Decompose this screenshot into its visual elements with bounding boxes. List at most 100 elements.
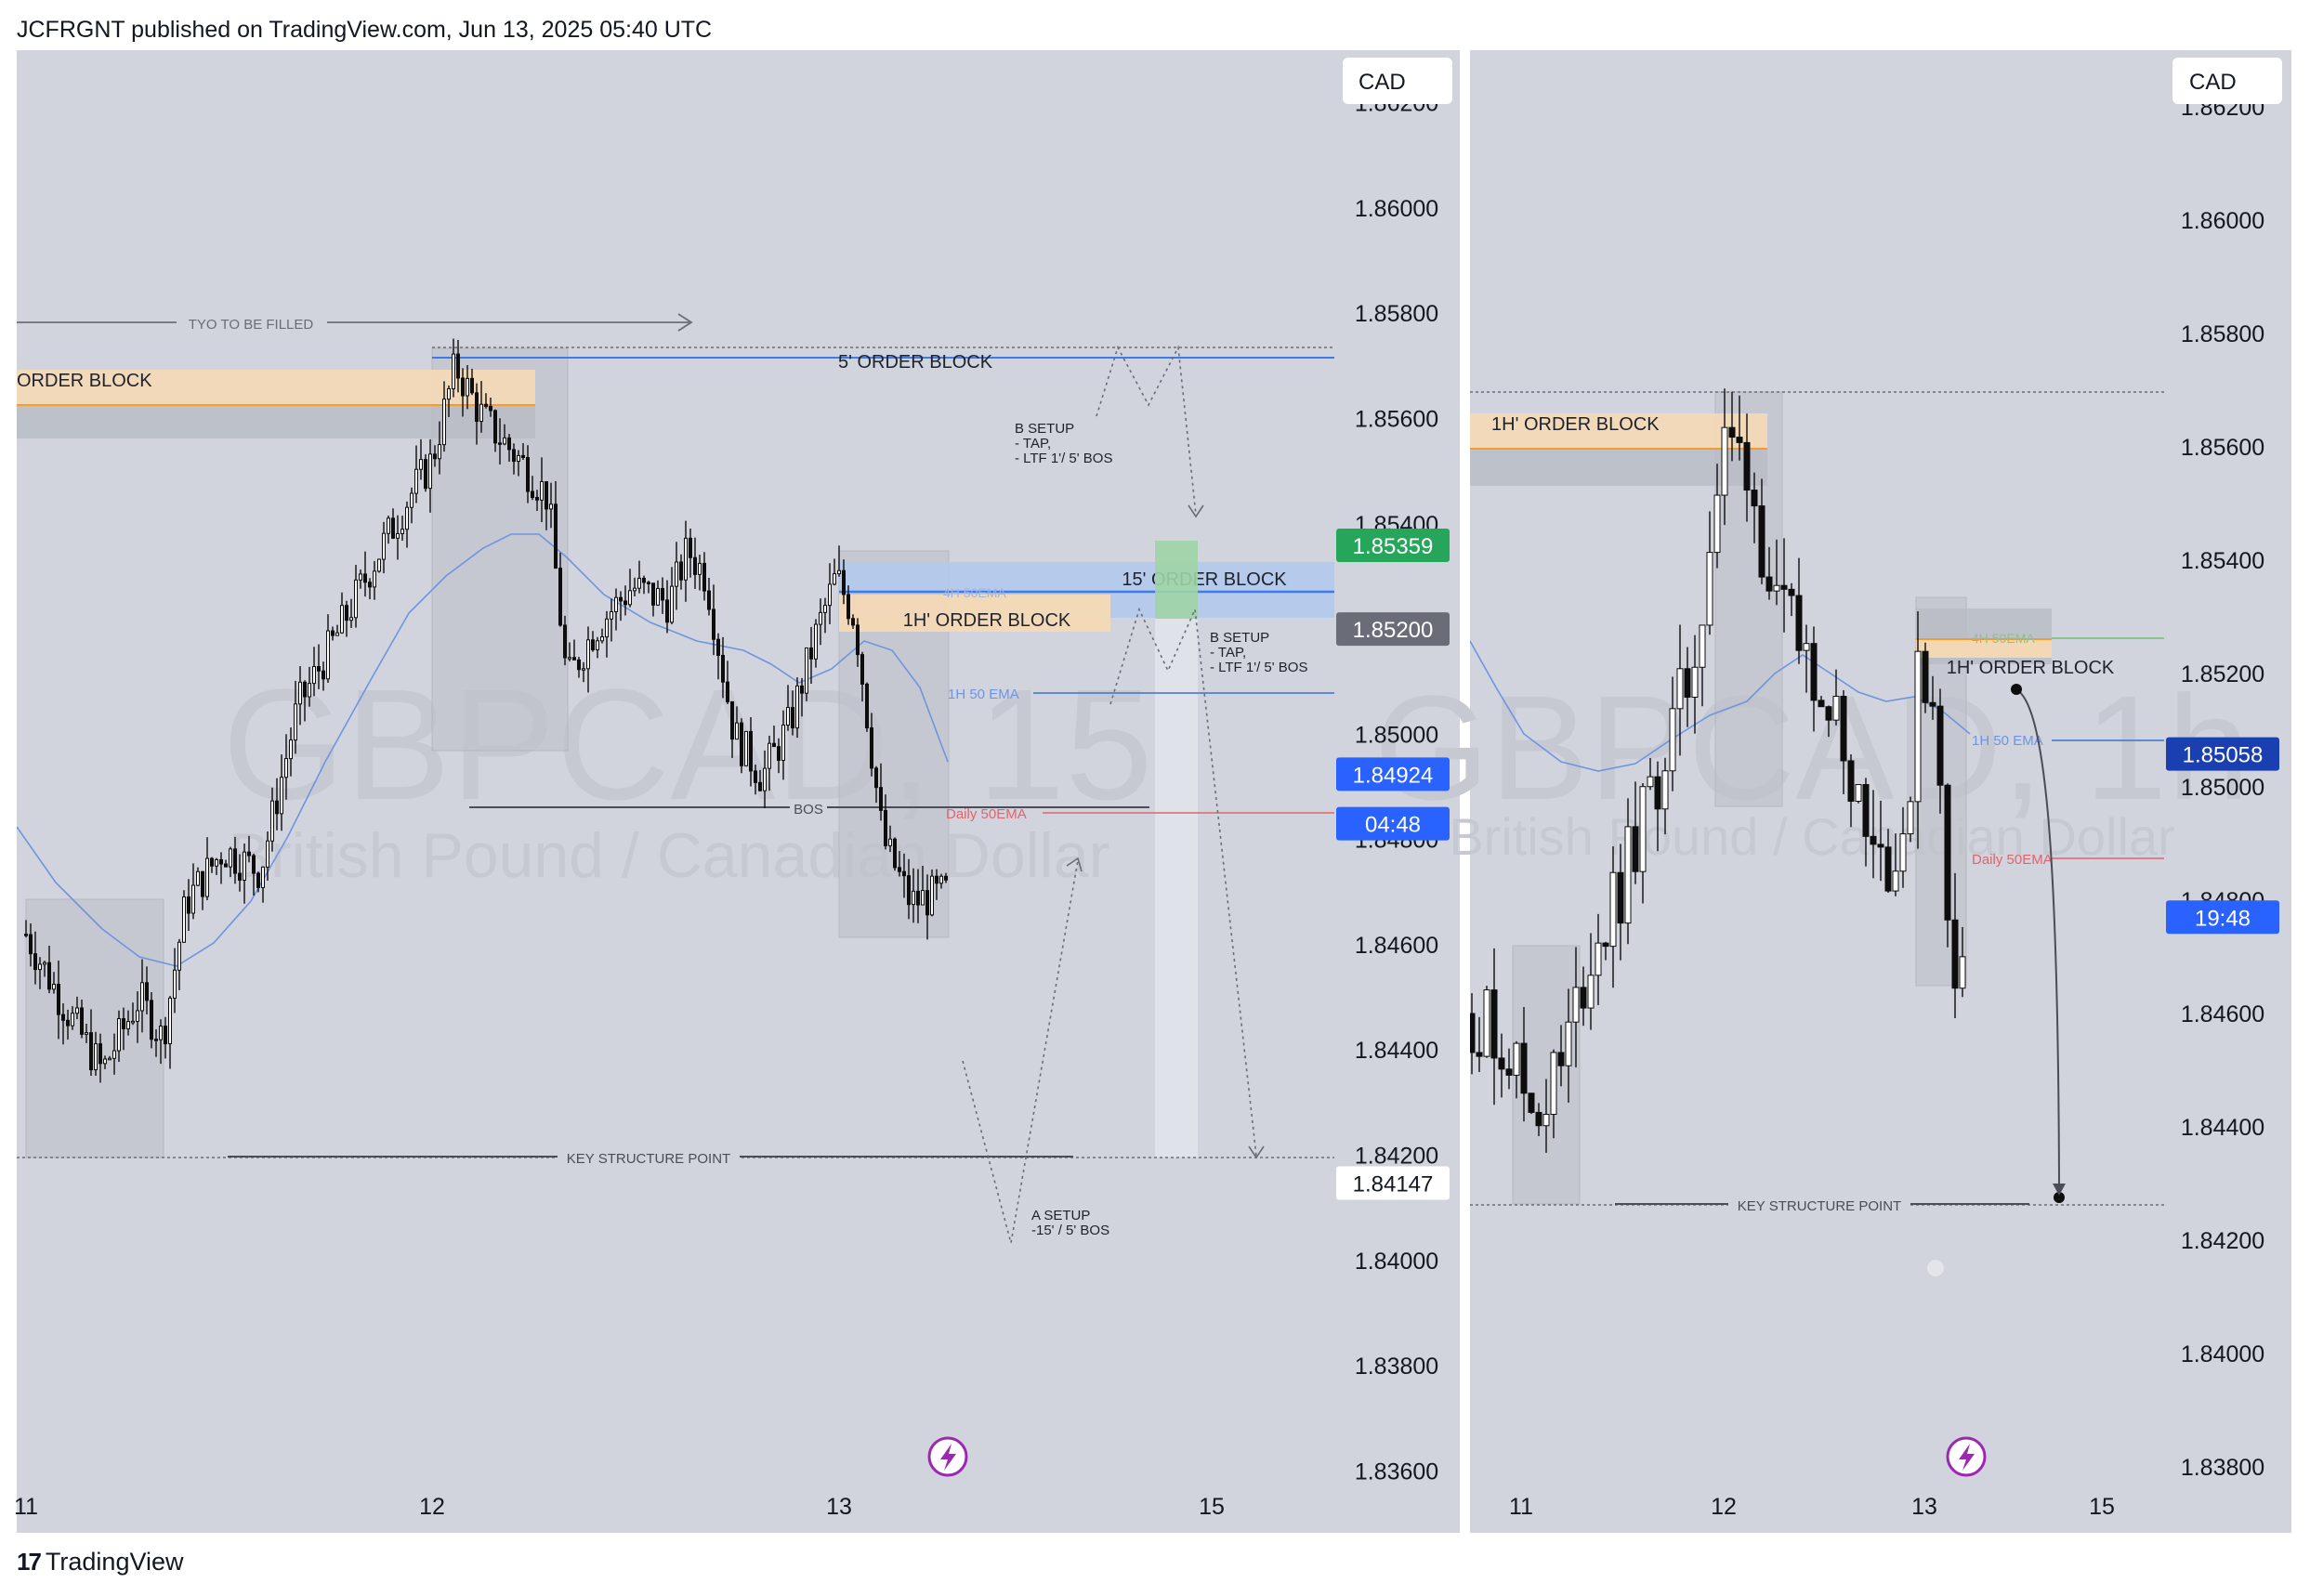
candle-body [1654, 776, 1661, 810]
pane-divider[interactable] [1460, 50, 1470, 1533]
candle-body [322, 670, 325, 680]
candle-body [837, 569, 841, 575]
candle-body [1483, 989, 1490, 1057]
order-block-left-gray[interactable] [17, 405, 535, 438]
price-badge-label: 1.85359 [1353, 534, 1434, 559]
candle-body [284, 758, 288, 778]
candle-body [554, 504, 558, 569]
green-entry-zone[interactable] [1155, 541, 1198, 619]
candle-body [447, 388, 451, 400]
right-time-axis[interactable]: 11 12 13 15 [1509, 1494, 2115, 1520]
right-order-block-orange-13[interactable] [1916, 639, 2052, 658]
key-structure-label: KEY STRUCTURE POINT [567, 1151, 730, 1167]
price-badge-bg [2166, 900, 2279, 935]
footer-brand[interactable]: TradingView [45, 1548, 184, 1576]
candle-body [131, 1020, 135, 1024]
candle-body [726, 681, 729, 702]
candle-body [614, 596, 618, 612]
one-hour-order-block-orange[interactable] [839, 595, 1110, 632]
candle-body [651, 582, 655, 606]
right-currency-button[interactable]: CAD [2189, 70, 2237, 95]
candle-body [294, 703, 297, 741]
left-1h-50-ema-curve [17, 533, 949, 967]
range-box-11[interactable] [25, 898, 164, 1158]
candle-body [1736, 437, 1743, 443]
left-currency-button[interactable]: CAD [1358, 70, 1406, 95]
candle-body [647, 582, 650, 584]
candle-body [359, 573, 362, 581]
b-setup-projection-upper[interactable] [1096, 345, 1197, 516]
candle-body [177, 941, 181, 971]
candle-body [521, 454, 525, 458]
time-tick-label: 15 [1199, 1494, 1225, 1520]
candle-body [847, 594, 850, 620]
four-hour-ema-label: 4H 50EMA [943, 585, 1006, 600]
candle-body [1743, 441, 1751, 491]
right-candles[interactable] [1469, 388, 1966, 1153]
candle-body [373, 570, 376, 588]
b-setup-projection-lower-arrow [1248, 1145, 1265, 1159]
one-hour-order-block-label: 1H' ORDER BLOCK [903, 610, 1071, 631]
candle-body [582, 668, 585, 671]
candle-body [633, 587, 637, 592]
candle-body [1855, 784, 1862, 802]
projection-column[interactable] [1155, 619, 1198, 1158]
candle-body [689, 537, 692, 558]
right-clock-icon[interactable] [1927, 1260, 1944, 1276]
price-tick-label: 1.85600 [2181, 435, 2264, 461]
candle-body [730, 700, 734, 740]
candle-body [661, 587, 664, 601]
tyo-arrow-head [677, 313, 693, 332]
candle-body [754, 770, 757, 783]
candle-body [670, 585, 674, 623]
candle-body [363, 573, 367, 583]
candle-body [1550, 1052, 1557, 1116]
right-currency-button-bg[interactable] [2172, 58, 2282, 104]
left-time-axis[interactable]: 11 12 13 15 [14, 1494, 1225, 1520]
candle-body [61, 1014, 65, 1021]
candle-body [52, 984, 56, 990]
candle-body [512, 449, 516, 463]
price-tick-label: 1.84400 [1355, 1038, 1438, 1064]
price-badge-bg [1336, 806, 1450, 841]
right-order-block-orange[interactable] [1470, 413, 1767, 449]
candle-body [935, 875, 938, 884]
right-watermark-description: British Pound / Canadian Dollar [1449, 807, 2174, 866]
price-tick-label: 1.85800 [2181, 321, 2264, 347]
candle-body [154, 1039, 158, 1041]
b-setup-projection-lower[interactable] [1109, 606, 1257, 1157]
tyo-label-bg [177, 313, 327, 332]
time-tick-label: 11 [14, 1494, 38, 1520]
candle-body [326, 630, 330, 680]
candle-body [117, 1018, 121, 1052]
candle-body [405, 506, 409, 530]
candle-body [308, 683, 311, 698]
right-projection-curve[interactable] [2015, 688, 2060, 1190]
one-hour-ema-label: 1H 50 EMA [948, 687, 1019, 702]
left-candles[interactable] [24, 338, 948, 1083]
candle-body [1907, 801, 1914, 835]
candle-body [493, 410, 497, 444]
left-lightning-icon[interactable] [927, 1436, 968, 1477]
candle-body [1535, 1111, 1542, 1127]
right-lightning-icon[interactable] [1946, 1436, 1987, 1477]
price-tick-label: 1.83800 [1355, 1354, 1438, 1380]
candle-body [1624, 826, 1632, 924]
candle-body [572, 657, 576, 661]
candle-body [1951, 919, 1959, 989]
candle-body [201, 870, 204, 897]
candle-body [1959, 956, 1966, 989]
candle-body [247, 851, 251, 857]
candle-body [229, 848, 232, 868]
footer: 17 TradingView [17, 1548, 184, 1576]
left-currency-button-bg[interactable] [1343, 58, 1452, 104]
candle-body [280, 777, 283, 815]
candle-body [489, 405, 492, 412]
time-tick-label: 12 [1711, 1494, 1737, 1520]
right-price-badges: 1.85058 19:48 [2166, 737, 2279, 935]
candle-body [275, 800, 279, 815]
five-min-order-block-label: 5' ORDER BLOCK [838, 352, 993, 373]
candle-body [1639, 786, 1647, 872]
candle-body [795, 685, 799, 729]
price-badge-label: 1.84147 [1353, 1172, 1434, 1197]
